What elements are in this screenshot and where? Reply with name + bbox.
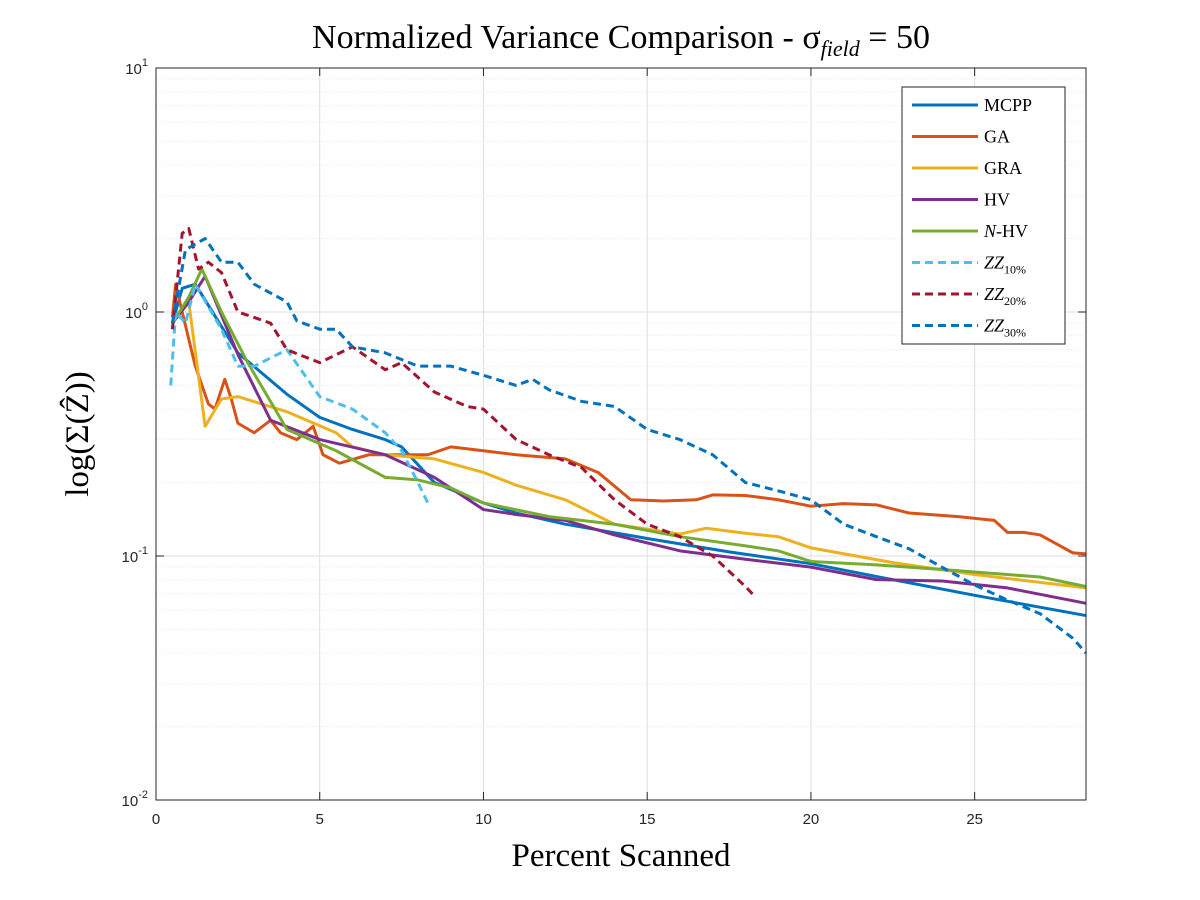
series-line-5: [169, 282, 430, 504]
chart-title: Normalized Variance Comparison - σfield …: [312, 19, 930, 61]
legend: MCPP GA GRA HV N-HV ZZ10% ZZ20% ZZ30%: [901, 86, 1066, 345]
series-line-1: [170, 282, 1087, 556]
y-tick-label: 10-2: [122, 789, 148, 810]
x-tick-label: 5: [316, 811, 324, 828]
series-line-3: [171, 274, 1087, 605]
x-tick-label: 0: [152, 811, 160, 828]
y-tick-label: 101: [125, 57, 148, 78]
y-tick-label: 10-1: [122, 545, 148, 566]
series-group: [169, 226, 1088, 655]
x-tick-label: 15: [639, 811, 656, 828]
series-line-6: [170, 226, 757, 598]
legend-label-0: MCPP: [984, 95, 1032, 115]
legend-label-5: ZZ10%: [984, 253, 1026, 277]
plot-frame: [155, 67, 1087, 801]
legend-label-7: ZZ30%: [984, 316, 1026, 340]
series-line-2: [171, 300, 1087, 590]
legend-label-3: HV: [984, 190, 1010, 210]
y-axis-label: log(Σ(Ẑ)): [59, 371, 96, 497]
x-tick-label: 10: [475, 811, 492, 828]
legend-label-1: GA: [984, 127, 1010, 147]
legend-label-6: ZZ20%: [984, 284, 1026, 308]
x-tick-label: 25: [966, 811, 983, 828]
series-line-7: [170, 237, 1088, 655]
axis-ticks: 0 5 10 15 20 25 10-2 10-1 100 101: [122, 57, 1086, 828]
x-axis-label: Percent Scanned: [512, 838, 731, 874]
series-line-4: [171, 267, 1087, 588]
legend-label-4: N-HV: [983, 221, 1028, 241]
legend-box: [901, 86, 1066, 345]
legend-label-2: GRA: [984, 158, 1022, 178]
y-tick-label: 100: [125, 301, 148, 322]
x-tick-label: 20: [803, 811, 820, 828]
